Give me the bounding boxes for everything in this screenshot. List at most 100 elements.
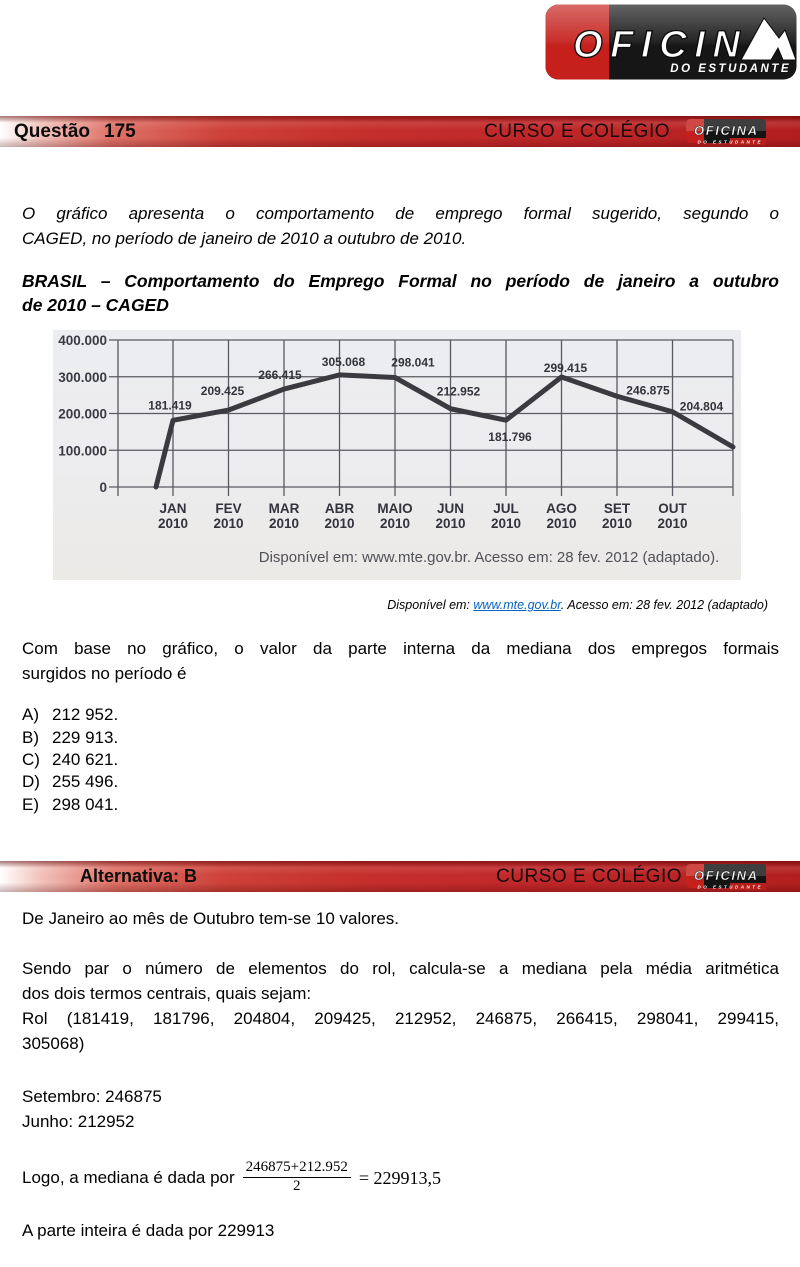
question-label: Questão [14, 120, 91, 142]
solution-line-3: Rol (181419, 181796, 204804, 209425, 212… [22, 1009, 779, 1028]
logo-mountain-a-icon [740, 17, 797, 61]
logo-tagline: DO ESTUDANTE [670, 63, 791, 75]
y-axis-tick-label: 0 [99, 480, 107, 495]
chart-title: BRASIL – Comportamento do Emprego Formal… [22, 269, 779, 317]
curso-colegio-text: CURSO E COLÉGIO [484, 120, 670, 142]
oficina-mini-logo-2: OFICINA DO ESTUDANTE [686, 863, 766, 890]
option-d-text: 255 496. [52, 772, 119, 792]
month-label: MAR [269, 501, 300, 516]
month-label: AGO [546, 501, 577, 516]
y-axis-tick-label: 300.000 [58, 370, 107, 385]
point-value-label: 246.875 [626, 383, 670, 397]
month-label: ABR [325, 501, 354, 516]
intro-line-2: CAGED, no período de janeiro de 2010 a o… [22, 229, 467, 248]
y-axis-tick-label: 400.000 [58, 333, 107, 348]
solution-intro: De Janeiro ao mês de Outubro tem-se 10 v… [22, 909, 400, 928]
month-year-label: 2010 [213, 516, 243, 531]
junho-value: Junho: 212952 [22, 1112, 135, 1131]
source-citation: Disponível em: www.mte.gov.br. Acesso em… [387, 598, 768, 612]
oficina-mini-logo: OFICINA DO ESTUDANTE [686, 118, 766, 145]
solution-final: A parte inteira é dada por 229913 [22, 1221, 275, 1240]
month-label: JAN [159, 501, 186, 516]
option-a-text: 212 952. [52, 705, 119, 725]
point-value-label: 305.068 [322, 355, 366, 369]
oficina-logo: OFICIN DO ESTUDANTE [545, 4, 797, 85]
month-label: JUN [437, 501, 464, 516]
month-year-label: 2010 [435, 516, 465, 531]
month-year-label: 2010 [324, 516, 354, 531]
point-value-label: 181.419 [148, 398, 192, 412]
month-year-label: 2010 [657, 516, 687, 531]
solution-central-terms: Setembro: 246875 Junho: 212952 [22, 1084, 162, 1134]
question-header-bar: Questão 175 CURSO E COLÉGIO OFICINA DO E… [0, 116, 800, 147]
solution-explanation: Sendo par o número de elementos do rol, … [22, 956, 779, 1056]
month-label: MAIO [377, 501, 412, 516]
formula-result: = 229913,5 [358, 1167, 442, 1188]
mini-logo-tagline: DO ESTUDANTE [697, 139, 763, 144]
point-value-label: 204.804 [680, 400, 724, 414]
options-list: A) 212 952. B) 229 913. C) 240 621. D) 2… [22, 704, 118, 816]
month-year-label: 2010 [158, 516, 188, 531]
option-e-letter: E) [22, 794, 39, 814]
option-b-text: 229 913. [52, 727, 119, 747]
point-value-label: 299.415 [544, 361, 588, 375]
option-c: C) 240 621. [22, 749, 118, 771]
point-value-label: 209.425 [201, 384, 245, 398]
month-label: SET [604, 501, 631, 516]
question-number: 175 [104, 120, 136, 142]
mini-logo-2-tagline: DO ESTUDANTE [697, 884, 763, 889]
option-e-text: 298 041. [52, 794, 119, 814]
source-link[interactable]: www.mte.gov.br [473, 598, 561, 612]
employment-chart-svg: 400.000300.000200.000100.0000JAN2010FEV2… [58, 333, 736, 566]
option-a-letter: A) [22, 705, 39, 725]
option-b: B) 229 913. [22, 726, 118, 748]
option-c-text: 240 621. [52, 749, 119, 769]
option-d: D) 255 496. [22, 771, 118, 793]
chart-title-line-1: BRASIL – Comportamento do Emprego Formal… [22, 271, 779, 291]
oficina-logo-graphic: OFICIN DO ESTUDANTE [545, 4, 797, 80]
question-text: Com base no gráfico, o valor da parte in… [22, 636, 779, 686]
source-suffix: . Acesso em: 28 fev. 2012 (adaptado) [560, 598, 768, 612]
answer-curso-colegio-text: CURSO E COLÉGIO [496, 865, 682, 887]
median-formula: Logo, a mediana é dada por 246875+212.95… [22, 1152, 441, 1204]
y-axis-tick-label: 100.000 [58, 443, 107, 458]
formula-prefix: Logo, a mediana é dada por [22, 1168, 235, 1187]
chart-source-caption: Disponível em: www.mte.gov.br. Acesso em… [259, 549, 720, 566]
option-a: A) 212 952. [22, 704, 118, 726]
month-label: JUL [493, 501, 519, 516]
question-line-2: surgidos no período é [22, 664, 187, 683]
option-d-letter: D) [22, 772, 40, 792]
point-value-label: 181.796 [488, 430, 532, 444]
mini-logo-red-strip [730, 137, 766, 145]
answer-label: Alternativa: B [80, 866, 198, 886]
month-label: FEV [215, 501, 241, 516]
fraction-denominator: 2 [293, 1177, 301, 1194]
solution-line-4: 305068) [22, 1034, 85, 1053]
option-b-letter: B) [22, 727, 39, 747]
mini-logo-brand-text: OFICINA [694, 123, 758, 138]
month-year-label: 2010 [491, 516, 521, 531]
point-value-label: 266.415 [258, 368, 302, 382]
answer-header-bar: Alternativa: B CURSO E COLÉGIO OFICINA D… [0, 861, 800, 892]
option-c-letter: C) [22, 749, 40, 769]
solution-line-2: dos dois termos centrais, quais sejam: [22, 984, 312, 1003]
point-value-label: 212.952 [437, 385, 481, 399]
fraction-numerator: 246875+212.952 [242, 1159, 351, 1178]
intro-paragraph: O gráfico apresenta o comportamento de e… [22, 201, 779, 251]
month-year-label: 2010 [269, 516, 299, 531]
option-e: E) 298 041. [22, 794, 118, 816]
intro-line-1: O gráfico apresenta o comportamento de e… [22, 204, 779, 223]
fraction: 246875+212.952 2 [242, 1159, 351, 1195]
source-prefix: Disponível em: [387, 598, 474, 612]
month-label: OUT [658, 501, 687, 516]
y-axis-tick-label: 200.000 [58, 407, 107, 422]
employment-line [153, 372, 736, 490]
mini-logo-2-brand-text: OFICINA [694, 868, 758, 883]
employment-chart: 400.000 300.000 200.000 100.000 0 JAN 2010 FEV 2… [53, 330, 741, 580]
chart-title-line-2: de 2010 – CAGED [22, 295, 169, 315]
month-year-label: 2010 [380, 516, 410, 531]
month-year-label: 2010 [602, 516, 632, 531]
point-value-label: 298.041 [391, 355, 435, 369]
month-year-label: 2010 [546, 516, 576, 531]
mini-logo-2-red-strip [730, 882, 766, 890]
